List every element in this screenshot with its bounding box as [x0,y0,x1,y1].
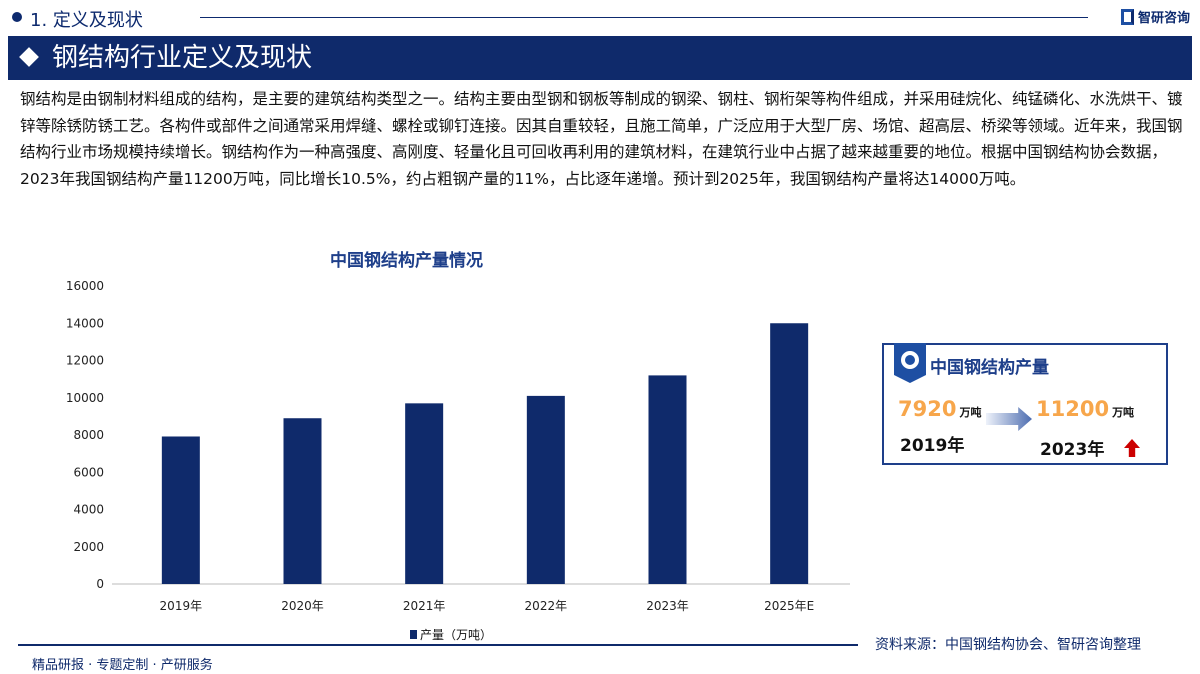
divider [200,17,1088,18]
legend-swatch [410,630,417,639]
brand-logo: 智研咨询 [1120,7,1190,26]
logo-icon [1120,8,1134,25]
y-tick-label: 14000 [66,316,104,330]
production-summary-card: 中国钢结构产量 7920 万吨 2019年 11200 万吨 2023年 [882,343,1168,465]
y-tick-label: 12000 [66,354,104,368]
from-value: 7920 [898,397,957,421]
x-tick-label: 2022年 [525,599,568,613]
y-tick-label: 0 [96,577,104,591]
bar [770,323,809,584]
bar [526,395,565,584]
description-paragraph: 钢结构是由钢制材料组成的结构，是主要的建筑结构类型之一。结构主要由型钢和钢板等制… [20,90,1183,188]
from-value-row: 7920 万吨 [898,397,981,421]
bar [161,436,200,584]
to-year: 2023年 [1040,440,1105,460]
y-tick-label: 10000 [66,391,104,405]
y-tick-label: 16000 [66,279,104,293]
x-tick-label: 2021年 [403,599,446,613]
x-tick-label: 2019年 [160,599,203,613]
x-tick-label: 2025年E [764,599,814,613]
from-unit: 万吨 [959,406,982,419]
x-tick-label: 2023年 [646,599,689,613]
chart-legend: 产量（万吨） [410,626,492,643]
chart-title: 中国钢结构产量情况 [330,251,483,271]
x-tick-label: 2020年 [281,599,324,613]
to-value: 11200 [1036,397,1110,421]
y-tick-label: 6000 [73,465,104,479]
arrow-up-icon [1124,439,1140,457]
footer-tagline: 精品研报 · 专题定制 · 产研服务 [32,658,213,673]
y-tick-label: 8000 [73,428,104,442]
y-tick-label: 2000 [73,540,104,554]
bar-chart: 0 2000 4000 6000 8000 10000 12000 14000 16000 201… [66,279,850,613]
bullet-icon [12,12,22,22]
page-title: 钢结构行业定义及现状 [52,43,313,73]
page-title-banner: 钢结构行业定义及现状 [8,36,1192,80]
section-title: 1. 定义及现状 [30,10,143,31]
card-title: 中国钢结构产量 [930,358,1049,378]
to-unit: 万吨 [1112,406,1135,419]
top-bar: 1. 定义及现状 智研咨询 [0,0,1200,36]
bar [648,375,687,584]
logo-text: 智研咨询 [1137,11,1190,26]
from-year: 2019年 [900,436,965,456]
bar [405,403,444,584]
footer-divider [18,644,858,646]
y-tick-label: 4000 [73,503,104,517]
chart-badge-icon [894,343,926,383]
arrow-right-icon [986,407,1032,431]
to-value-row: 11200 万吨 [1036,397,1134,421]
source-note: 资料来源：中国钢结构协会、智研咨询整理 [875,637,1141,653]
bar [283,418,322,584]
legend-label: 产量（万吨） [420,628,493,642]
